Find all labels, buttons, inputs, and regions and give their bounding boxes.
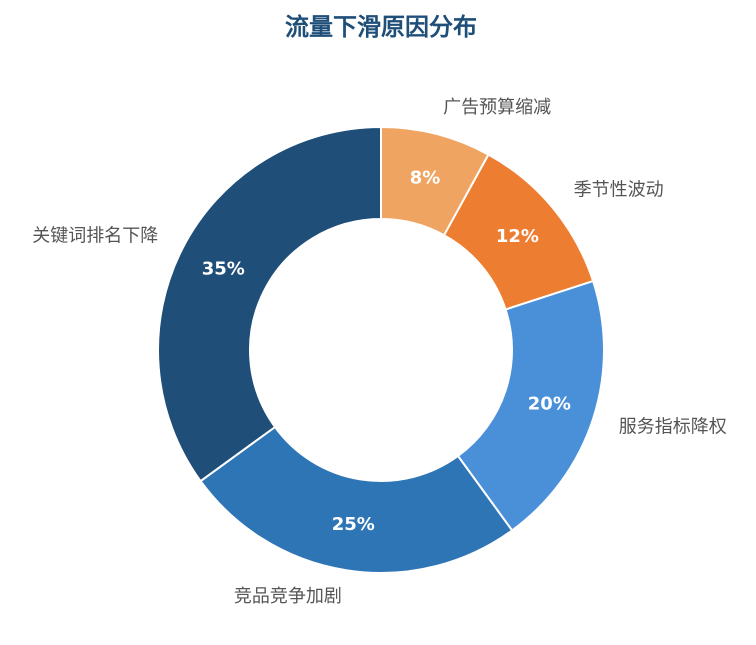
chart-title: 流量下滑原因分布 [285, 13, 477, 41]
category-label: 关键词排名下降 [32, 226, 158, 247]
category-label: 服务指标降权 [619, 416, 727, 437]
category-label: 竞品竞争加剧 [234, 586, 342, 607]
value-label: 35% [202, 259, 245, 280]
value-label: 20% [528, 394, 571, 415]
value-label: 25% [332, 514, 375, 535]
donut-slice [456, 279, 605, 532]
value-label: 8% [410, 168, 441, 189]
donut-slice [157, 125, 382, 483]
category-label: 季节性波动 [574, 180, 664, 201]
value-label: 12% [496, 226, 539, 247]
category-label: 广告预算缩减 [443, 97, 551, 118]
donut-slice [199, 425, 514, 574]
